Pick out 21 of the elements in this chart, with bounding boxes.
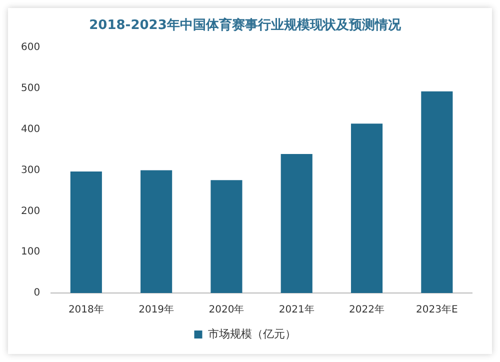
x-tick-label: 2022年 <box>349 304 384 316</box>
legend-label: 市场规模（亿元） <box>208 327 296 340</box>
bar <box>210 180 242 293</box>
y-tick-label: 500 <box>20 83 40 94</box>
x-tick-label: 2021年 <box>278 304 314 316</box>
bar <box>350 124 383 293</box>
y-tick-label: 100 <box>20 246 40 258</box>
x-tick-label: 2020年 <box>208 304 244 316</box>
y-tick-label: 400 <box>20 124 40 135</box>
y-tick-label: 600 <box>20 42 40 54</box>
bar <box>140 170 172 293</box>
y-tick-label: 0 <box>34 288 40 299</box>
bar <box>421 91 453 293</box>
chart-title: 2018-2023年中国体育赛事行业规模现状及预测情况 <box>89 17 402 34</box>
y-tick-label: 300 <box>20 164 40 176</box>
x-tick-label: 2019年 <box>138 304 174 316</box>
y-tick-label: 200 <box>20 206 40 217</box>
bar <box>70 172 102 293</box>
bar <box>280 154 312 293</box>
x-tick-label: 2023年E <box>416 304 458 316</box>
x-tick-label: 2018年 <box>68 304 104 316</box>
